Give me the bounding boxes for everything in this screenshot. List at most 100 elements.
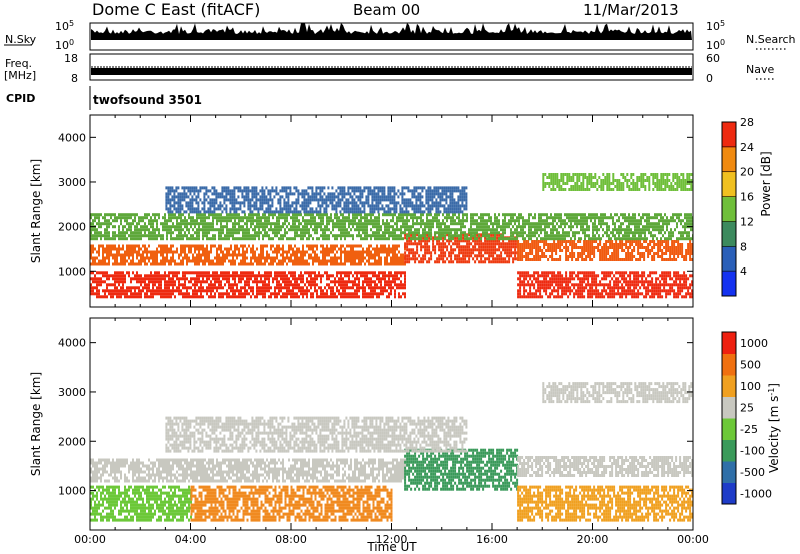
heatmap-cell <box>404 286 406 290</box>
heatmap-cell <box>629 243 632 246</box>
heatmap-cell <box>528 216 530 220</box>
heatmap-cell <box>286 250 288 254</box>
heatmap-cell <box>360 259 362 263</box>
heatmap-cell <box>112 256 114 260</box>
heatmap-cell <box>388 283 390 287</box>
heatmap-cell <box>324 225 326 229</box>
heatmap-cell <box>663 258 666 261</box>
heatmap-cell <box>573 283 576 287</box>
heatmap-cell <box>492 231 494 235</box>
heatmap-cell <box>521 243 524 246</box>
heatmap-cell <box>504 231 506 235</box>
heatmap-cell <box>322 262 324 266</box>
heatmap-cell <box>519 286 522 290</box>
heatmap-cell <box>276 262 278 266</box>
heatmap-cell <box>633 246 636 249</box>
heatmap-cell <box>506 254 509 258</box>
heatmap-cell <box>260 286 262 290</box>
heatmap-cell <box>450 260 453 264</box>
heatmap-cell <box>671 283 674 287</box>
heatmap-cell <box>210 244 212 248</box>
heatmap-cell <box>474 248 477 252</box>
heatmap-cell <box>316 292 318 296</box>
heatmap-cell <box>336 262 338 266</box>
heatmap-cell <box>522 228 524 232</box>
heatmap-cell <box>474 213 476 217</box>
heatmap-cell <box>533 271 536 275</box>
heatmap-cell <box>651 277 654 281</box>
heatmap-cell <box>246 271 248 275</box>
heatmap-cell <box>180 289 182 293</box>
heatmap-cell <box>126 231 128 235</box>
heatmap-cell <box>645 240 648 243</box>
heatmap-cell <box>356 228 358 232</box>
heatmap-cell <box>198 262 200 266</box>
freq-panel: Freq. [MHz] 18 8 60 0 Nave <box>4 52 776 85</box>
heatmap-cell <box>208 271 210 275</box>
heatmap-cell <box>218 274 220 278</box>
heatmap-cell <box>537 240 540 243</box>
heatmap-cell <box>112 283 114 287</box>
heatmap-cell <box>543 289 546 293</box>
heatmap-cell <box>484 222 486 226</box>
heatmap-cell <box>338 280 340 284</box>
heatmap-cell <box>382 222 384 226</box>
heatmap-cell <box>338 228 340 232</box>
heatmap-cell <box>398 262 400 266</box>
heatmap-cell <box>152 253 154 257</box>
heatmap-cell <box>148 222 150 226</box>
heatmap-cell <box>284 216 286 220</box>
heatmap-cell <box>202 286 204 290</box>
heatmap-cell <box>134 225 136 229</box>
heatmap-cell <box>396 256 398 260</box>
heatmap-cell <box>324 253 326 257</box>
heatmap-cell <box>158 250 160 254</box>
heatmap-cell <box>282 213 284 217</box>
heatmap-cell <box>244 228 246 232</box>
heatmap-cell <box>192 256 194 260</box>
heatmap-cell <box>592 237 594 241</box>
heatmap-cell <box>512 234 514 238</box>
heatmap-cell <box>543 283 546 287</box>
heatmap-cell <box>677 274 680 278</box>
heatmap-cell <box>260 219 262 223</box>
heatmap-cell <box>260 256 262 260</box>
heatmap-cell <box>156 271 158 275</box>
heatmap-cell <box>322 244 324 248</box>
heatmap-cell <box>410 225 412 229</box>
heatmap-cell <box>278 219 280 223</box>
heatmap-cell <box>564 219 566 223</box>
heatmap-cell <box>182 237 184 241</box>
heatmap-cell <box>94 228 96 232</box>
heatmap-cell <box>352 295 354 299</box>
heatmap-cell <box>543 252 546 255</box>
heatmap-cell <box>342 292 344 296</box>
heatmap-cell <box>661 295 664 299</box>
heatmap-cell <box>412 231 414 235</box>
heatmap-cell <box>128 256 130 260</box>
heatmap-cell <box>158 228 160 232</box>
heatmap-cell <box>663 283 666 287</box>
heatmap-cell <box>128 244 130 248</box>
heatmap-cell <box>571 255 574 258</box>
heatmap-cell <box>194 244 196 248</box>
heatmap-cell <box>128 289 130 293</box>
heatmap-cell <box>376 244 378 248</box>
heatmap-cell <box>521 283 524 287</box>
heatmap-cell <box>669 249 672 252</box>
heatmap-cell <box>517 277 520 281</box>
heatmap-cell <box>502 260 505 264</box>
heatmap-cell <box>130 216 132 220</box>
heatmap-cell <box>681 252 684 255</box>
heatmap-cell <box>384 213 386 217</box>
heatmap-cell <box>591 286 594 290</box>
heatmap-cell <box>384 222 386 226</box>
heatmap-cell <box>567 249 570 252</box>
heatmap-cell <box>146 247 148 251</box>
heatmap-cell <box>162 256 164 260</box>
heatmap-cell <box>653 252 656 255</box>
heatmap-cell <box>579 277 582 281</box>
heatmap-cell <box>202 289 204 293</box>
heatmap-cell <box>306 280 308 284</box>
heatmap-cell <box>396 234 398 238</box>
